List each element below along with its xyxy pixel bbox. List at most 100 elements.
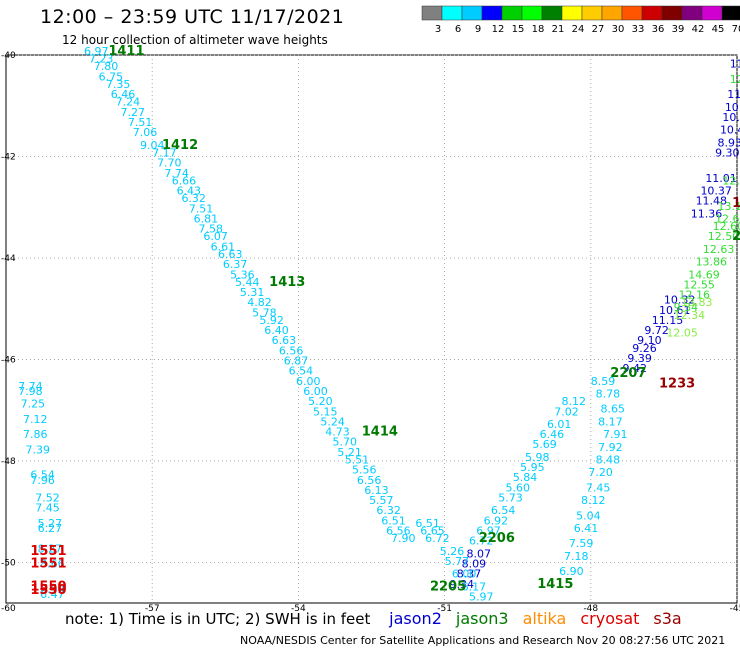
swh-reading: 6.51 xyxy=(415,517,440,530)
lat-tick-label: -48 xyxy=(1,457,16,467)
swh-reading: 5.84 xyxy=(513,471,538,484)
swh-reading: 6.63 xyxy=(218,248,243,261)
swh-reading: 8.12 xyxy=(562,395,587,408)
swh-reading: 12.16 xyxy=(679,289,711,302)
corner-label: -60 xyxy=(1,604,16,614)
pass-label: 1412 xyxy=(162,138,198,153)
swh-reading: 8.09 xyxy=(462,557,487,570)
swh-reading: 7.27 xyxy=(121,106,146,119)
swh-reading: 7.18 xyxy=(564,550,589,563)
swh-reading: 7.98 xyxy=(18,385,43,398)
swh-reading: 6.01 xyxy=(547,418,572,431)
colorbar-swatch xyxy=(721,5,740,21)
colorbar-tick-label: 9 xyxy=(475,24,481,35)
colorbar-tick-label: 70 xyxy=(732,24,740,35)
swh-reading: 6.54 xyxy=(30,469,55,482)
pass-label: 2206 xyxy=(479,531,515,546)
swh-reading: 7.86 xyxy=(23,428,48,441)
colorbar-tick-label: 42 xyxy=(692,24,705,35)
colorbar-swatch xyxy=(461,5,483,21)
pass-label: 2205 xyxy=(430,579,466,594)
swh-reading: 5.57 xyxy=(369,494,394,507)
swh-reading: 13.11 xyxy=(718,200,740,213)
swh-reading: 8.48 xyxy=(596,453,621,466)
swh-reading: 7.59 xyxy=(569,537,594,550)
swh-reading: 6.37 xyxy=(223,258,248,271)
swh-reading: 6.32 xyxy=(181,192,206,205)
swh-reading: 6.41 xyxy=(574,522,599,535)
swh-reading: 11.01 xyxy=(705,172,737,185)
lat-tick-label: -42 xyxy=(1,152,16,162)
swh-reading: 6.00 xyxy=(296,375,321,388)
swh-reading: 6.54 xyxy=(289,365,314,378)
swh-reading: 9.42 xyxy=(622,362,647,375)
swh-reading: 7.96 xyxy=(30,474,55,487)
colorbar-tick-label: 39 xyxy=(672,24,685,35)
swh-reading: 5.36 xyxy=(230,268,255,281)
swh-reading: 9.10 xyxy=(637,334,662,347)
swh-reading: 10.45 xyxy=(720,124,740,137)
swh-reading: 5.77 xyxy=(445,555,470,568)
swh-reading: 6.90 xyxy=(559,565,584,578)
swh-reading: 12.05 xyxy=(666,327,698,340)
swh-reading: 6.72 xyxy=(469,535,494,548)
colorbar-tick-label: 27 xyxy=(592,24,605,35)
swh-reading: 13.86 xyxy=(696,256,728,269)
swh-reading: 7.51 xyxy=(189,202,214,215)
swh-reading: 9.39 xyxy=(627,352,652,365)
swh-reading: 6.65 xyxy=(420,525,445,538)
swh-reading: 6.07 xyxy=(203,230,228,243)
satellite-legend-altika: altika xyxy=(522,609,567,628)
swh-reading: 12.55 xyxy=(683,278,715,291)
swh-reading: 5.95 xyxy=(520,461,545,474)
swh-reading: 5.21 xyxy=(337,446,362,459)
swh-reading: 5.98 xyxy=(525,451,550,464)
colorbar-tick-label: 36 xyxy=(652,24,665,35)
swh-reading: 7.52 xyxy=(35,492,60,505)
lat-tick-label: -46 xyxy=(1,355,16,365)
swh-reading: 8.12 xyxy=(581,494,606,507)
satellite-legend-jason3: jason3 xyxy=(455,609,509,628)
lat-tick-label: -44 xyxy=(1,254,16,264)
pass-label: 1551 xyxy=(30,556,66,571)
pass-label: 1550 xyxy=(30,583,66,598)
colorbar-swatch xyxy=(501,5,523,21)
swh-reading: 6.56 xyxy=(357,474,382,487)
swh-reading: 8.66 xyxy=(40,557,65,570)
swh-reading: 7.35 xyxy=(106,78,131,91)
swh-reading: 9.30 xyxy=(715,146,740,159)
swh-reading: 12. xyxy=(730,73,740,86)
lon-tick-label: -51 xyxy=(437,604,452,614)
swh-reading: 7.74 xyxy=(18,380,43,393)
swh-reading: 12.64 xyxy=(715,212,740,225)
swh-reading: 4.82 xyxy=(247,296,271,309)
swh-reading: 8.27 xyxy=(38,542,63,555)
colorbar-tick-label: 18 xyxy=(532,24,545,35)
swh-reading: 5.44 xyxy=(235,276,260,289)
swh-reading: 14.69 xyxy=(688,268,720,281)
swh-reading: 10.61 xyxy=(659,304,691,317)
swh-reading: 5.15 xyxy=(313,405,338,418)
colorbar-swatch xyxy=(581,5,603,21)
swh-reading: 6.97 xyxy=(476,525,501,538)
pass-label: 2207 xyxy=(610,366,646,381)
swh-reading: 10.32 xyxy=(664,294,696,307)
swh-reading: 8.07 xyxy=(467,547,492,560)
swh-reading: 10.58 xyxy=(722,111,740,124)
swh-reading: 8.78 xyxy=(596,388,621,401)
swh-reading: 5.56 xyxy=(352,464,377,477)
footer-note: note: 1) Time is in UTC; 2) SWH is in fe… xyxy=(65,609,682,628)
lon-tick-label: -54 xyxy=(291,604,306,614)
swh-reading: 6.63 xyxy=(272,334,297,347)
swh-reading: 5.69 xyxy=(532,438,557,451)
colorbar-swatch xyxy=(621,5,643,21)
pass-label: 1551 xyxy=(30,544,66,559)
page-subtitle: 12 hour collection of altimeter wave hei… xyxy=(62,33,328,47)
credit-line: NOAA/NESDIS Center for Satellite Applica… xyxy=(240,634,726,647)
swh-reading: 6.47 xyxy=(40,588,65,601)
colorbar-swatch xyxy=(521,5,543,21)
colorbar-swatch xyxy=(421,5,443,21)
pass-label: 1415 xyxy=(537,577,573,592)
swh-reading: 9.04 xyxy=(140,139,165,152)
pass-label: 12 xyxy=(732,196,740,211)
